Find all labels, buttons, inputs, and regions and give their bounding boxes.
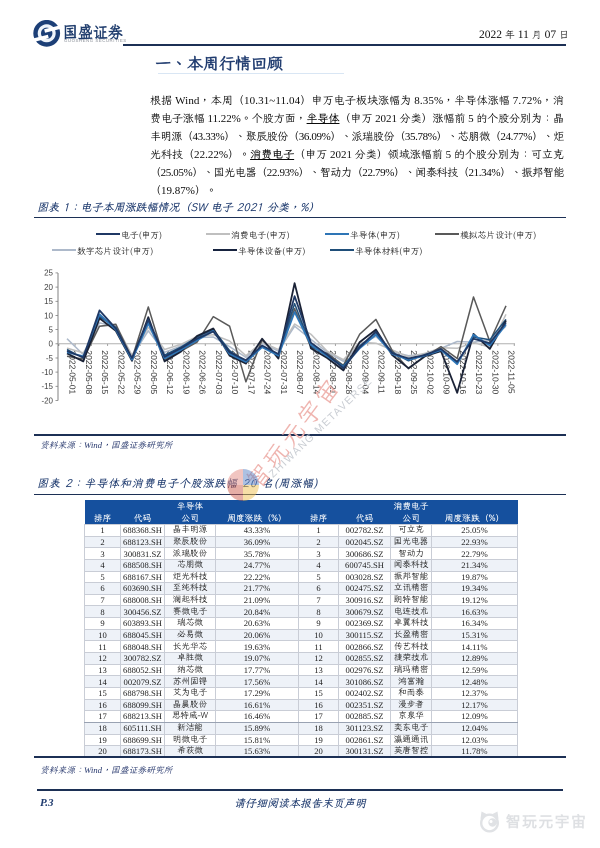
svg-text:2022-05-01: 2022-05-01 xyxy=(68,350,78,394)
svg-text:2022-07-31: 2022-07-31 xyxy=(279,350,289,394)
svg-text:2022-05-08: 2022-05-08 xyxy=(84,350,94,394)
svg-text:2022-10-30: 2022-10-30 xyxy=(490,350,500,394)
svg-text:2022-07-17: 2022-07-17 xyxy=(247,350,257,394)
svg-text:2022-10-09: 2022-10-09 xyxy=(442,350,452,394)
svg-text:2022-05-15: 2022-05-15 xyxy=(100,350,110,394)
svg-text:2022-10-02: 2022-10-02 xyxy=(425,350,435,394)
svg-text:2022-08-21: 2022-08-21 xyxy=(328,350,338,394)
svg-text:-20: -20 xyxy=(41,396,53,405)
svg-text:2022-05-29: 2022-05-29 xyxy=(133,350,143,394)
svg-text:2022-09-11: 2022-09-11 xyxy=(377,350,387,394)
svg-text:2022-08-28: 2022-08-28 xyxy=(344,350,354,394)
svg-text:15: 15 xyxy=(44,297,53,306)
svg-text:-5: -5 xyxy=(46,354,54,363)
svg-text:2022-08-14: 2022-08-14 xyxy=(312,350,322,394)
svg-text:2022-07-24: 2022-07-24 xyxy=(263,350,273,394)
svg-text:2022-05-22: 2022-05-22 xyxy=(116,350,126,394)
svg-text:2022-06-26: 2022-06-26 xyxy=(198,350,208,394)
svg-text:2022-11-05: 2022-11-05 xyxy=(507,350,517,394)
svg-text:-15: -15 xyxy=(41,382,53,391)
svg-text:2022-07-03: 2022-07-03 xyxy=(214,350,224,394)
svg-text:2022-10-23: 2022-10-23 xyxy=(474,350,484,394)
svg-text:2022-06-12: 2022-06-12 xyxy=(165,350,175,394)
svg-text:2022-09-18: 2022-09-18 xyxy=(393,350,403,394)
svg-text:2022-07-10: 2022-07-10 xyxy=(230,350,240,394)
svg-text:2022-06-05: 2022-06-05 xyxy=(149,350,159,394)
svg-text:2022-09-25: 2022-09-25 xyxy=(409,350,419,394)
svg-text:2022-09-04: 2022-09-04 xyxy=(360,350,370,394)
svg-text:2022-08-07: 2022-08-07 xyxy=(295,350,305,394)
svg-text:10: 10 xyxy=(44,311,53,320)
svg-text:20: 20 xyxy=(44,283,53,292)
svg-text:5: 5 xyxy=(49,325,54,334)
svg-text:-10: -10 xyxy=(41,368,53,377)
svg-text:2022-06-19: 2022-06-19 xyxy=(181,350,191,394)
svg-text:0: 0 xyxy=(49,340,54,349)
svg-text:25: 25 xyxy=(44,269,53,278)
